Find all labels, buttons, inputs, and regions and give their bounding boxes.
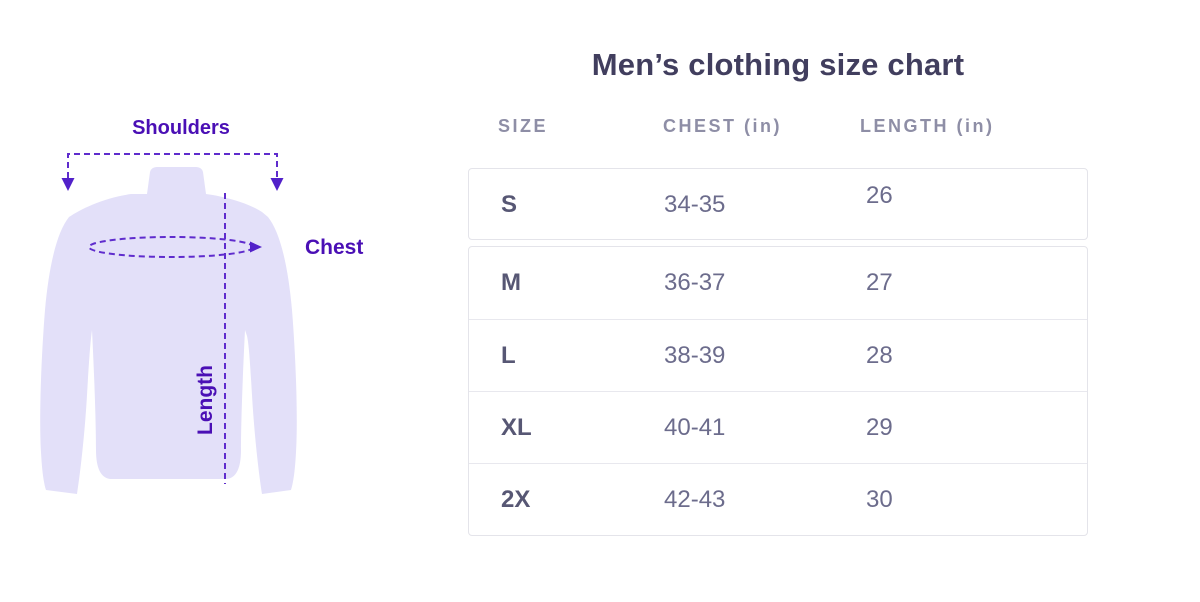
table-row: L 38-39 28 xyxy=(469,319,1087,391)
table-row-s-box: S 34-35 26 xyxy=(468,168,1088,240)
shoulders-measure-line xyxy=(67,153,278,178)
page-title: Men’s clothing size chart xyxy=(591,47,965,82)
shirt-measurement-diagram: Shoulders Chest Length xyxy=(0,0,420,602)
length-cell: 26 xyxy=(866,182,893,209)
size-cell: S xyxy=(501,191,518,218)
shoulders-arrow-right-icon xyxy=(270,178,284,191)
shoulders-arrow-left-icon xyxy=(61,178,75,191)
length-cell: 30 xyxy=(866,485,893,513)
column-header-size: SIZE xyxy=(498,116,549,136)
table-header-row: SIZE CHEST (in) LENGTH (in) xyxy=(468,116,1088,137)
chest-cell: 36-37 xyxy=(664,269,726,296)
chest-cell: 38-39 xyxy=(664,341,726,369)
shirt-silhouette-shape xyxy=(40,167,297,494)
chest-cell: 40-41 xyxy=(664,413,726,441)
column-header-length: LENGTH (in) xyxy=(860,116,995,136)
shoulders-label: Shoulders xyxy=(132,117,230,139)
length-label: Length xyxy=(194,365,217,435)
length-cell: 29 xyxy=(866,413,893,441)
shirt-illustration xyxy=(40,153,297,494)
length-cell: 27 xyxy=(866,269,893,296)
size-cell: L xyxy=(501,341,516,369)
table-row: M 36-37 27 xyxy=(469,247,1087,319)
chest-cell: 34-35 xyxy=(664,191,726,218)
table-row: XL 40-41 29 xyxy=(469,391,1087,463)
chest-label: Chest xyxy=(305,236,364,259)
table-row: S 34-35 26 xyxy=(469,169,1087,241)
chest-cell: 42-43 xyxy=(664,485,726,513)
chest-arrow-icon xyxy=(250,241,262,253)
size-cell: M xyxy=(501,269,521,296)
table-row: 2X 42-43 30 xyxy=(469,463,1087,535)
size-cell: XL xyxy=(501,413,532,441)
size-cell: 2X xyxy=(501,485,531,513)
column-header-chest: CHEST (in) xyxy=(663,116,782,136)
table-rows-group-box: M 36-37 27 L 38-39 28 XL 40-41 29 2X 42-… xyxy=(468,246,1088,536)
length-cell: 28 xyxy=(866,341,893,369)
